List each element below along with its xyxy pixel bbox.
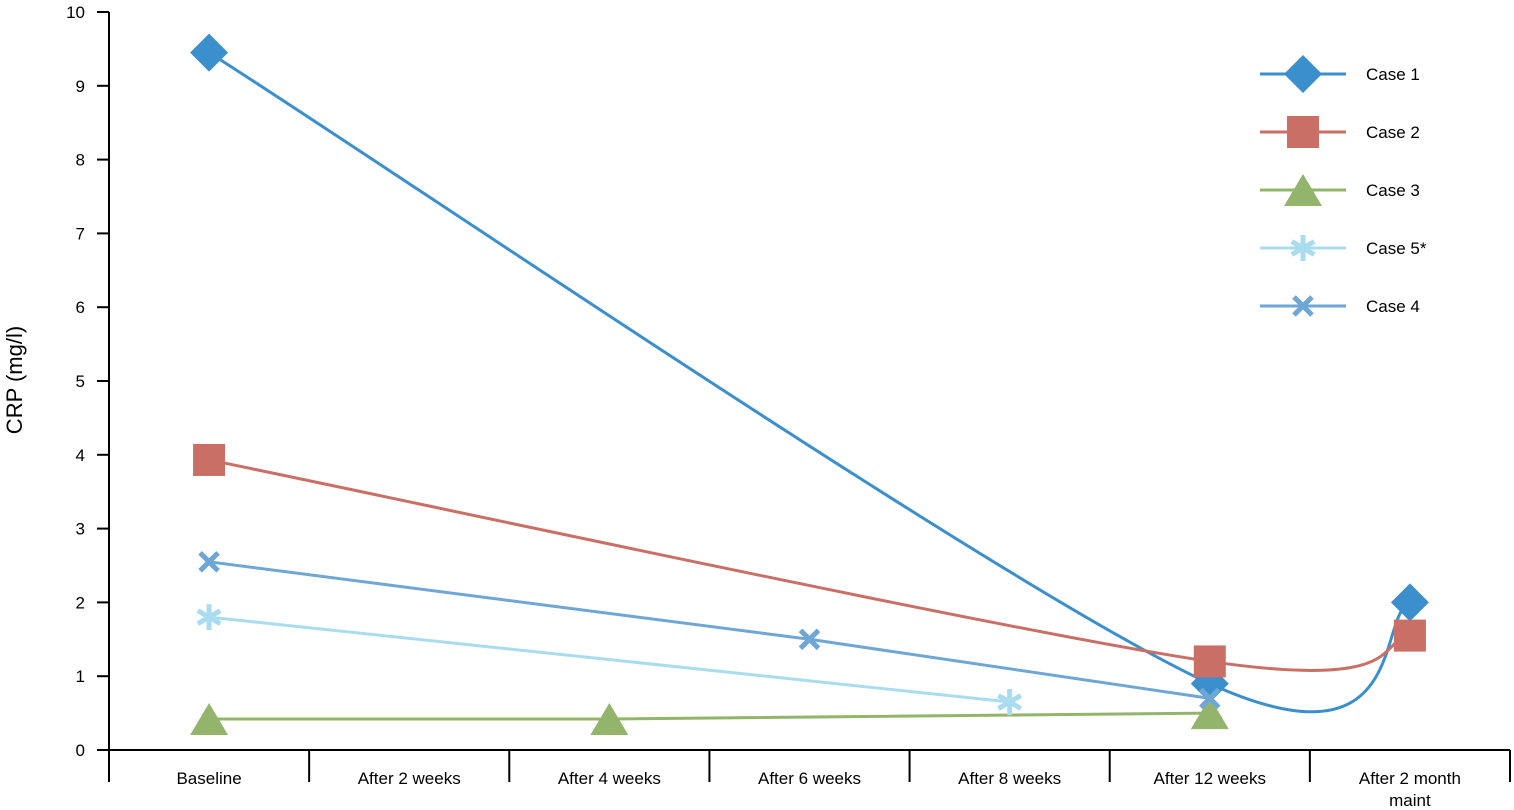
y-tick-label: 5 <box>76 372 85 391</box>
y-tick-label: 9 <box>76 77 85 96</box>
legend-label: Case 3 <box>1366 181 1420 200</box>
y-tick-label: 0 <box>76 741 85 760</box>
data-point <box>190 703 229 736</box>
legend-label: Case 1 <box>1366 65 1420 84</box>
legend: Case 1 Case 2 Case 3 Case 5* Case 4 <box>1260 55 1427 317</box>
data-point <box>198 551 220 573</box>
y-tick-label: 4 <box>76 446 85 465</box>
legend-label: Case 2 <box>1366 123 1420 142</box>
y-tick-label: 10 <box>66 3 85 22</box>
marker-stroke <box>1290 239 1316 257</box>
data-point <box>1190 697 1229 730</box>
legend-item: Case 5* <box>1260 235 1427 261</box>
y-tick-label: 8 <box>76 151 85 170</box>
x-tick-label: After 4 weeks <box>558 769 661 788</box>
marker-stroke <box>198 551 220 573</box>
legend-label: Case 5* <box>1366 239 1427 258</box>
series-line <box>209 711 1210 721</box>
y-tick-label: 6 <box>76 298 85 317</box>
x-tick-label: Baseline <box>176 769 241 788</box>
data-point <box>590 703 629 736</box>
x-tick-label: After 6 weeks <box>758 769 861 788</box>
legend-item: Case 1 <box>1260 55 1420 93</box>
axes: 0 1 2 3 4 5 6 7 8 9 10 Baseline After 2 weeks After 4… <box>66 3 1511 810</box>
x-tick-label: After 12 weeks <box>1154 769 1266 788</box>
y-tick-label: 3 <box>76 520 85 539</box>
series-case-4 <box>198 551 1221 710</box>
series-line <box>208 51 1411 714</box>
legend-item: Case 4 <box>1260 295 1420 317</box>
data-point <box>1393 619 1426 652</box>
series-case-3 <box>190 697 1229 736</box>
legend-marker <box>1287 116 1319 148</box>
x-tick-label: After 2 weeks <box>358 769 461 788</box>
legend-marker <box>1284 55 1322 93</box>
marker-stroke <box>997 693 1023 711</box>
marker-stroke <box>196 608 222 626</box>
legend-item: Case 3 <box>1260 174 1420 206</box>
marker-stroke <box>798 628 821 651</box>
data-point <box>190 33 229 72</box>
data-point <box>798 628 821 651</box>
legend-marker <box>1284 174 1322 206</box>
series-case-1 <box>190 33 1429 714</box>
series-line <box>208 560 1211 700</box>
series-line <box>208 458 1411 672</box>
series-line <box>208 615 1010 704</box>
data-point <box>1193 645 1226 678</box>
marker-stroke <box>1292 295 1314 317</box>
data-point <box>196 604 222 631</box>
data-point <box>1390 583 1429 622</box>
y-tick-label: 7 <box>76 224 85 243</box>
y-axis-title: CRP (mg/l) <box>2 326 27 434</box>
marker-stroke <box>1199 687 1221 710</box>
series-case-2 <box>193 443 1426 678</box>
legend-item: Case 2 <box>1260 116 1420 148</box>
legend-marker <box>1292 295 1314 317</box>
x-tick-label: After 2 month maint <box>1359 769 1461 810</box>
y-tick-label: 1 <box>76 667 85 686</box>
series-case-5- <box>196 604 1023 716</box>
legend-marker <box>1290 235 1316 261</box>
series-layer <box>190 33 1429 736</box>
legend-label: Case 4 <box>1366 297 1420 316</box>
data-point <box>193 443 226 476</box>
x-tick-label: After 8 weeks <box>958 769 1061 788</box>
data-point <box>1199 687 1221 710</box>
y-tick-label: 2 <box>76 593 85 612</box>
data-point <box>997 689 1023 716</box>
